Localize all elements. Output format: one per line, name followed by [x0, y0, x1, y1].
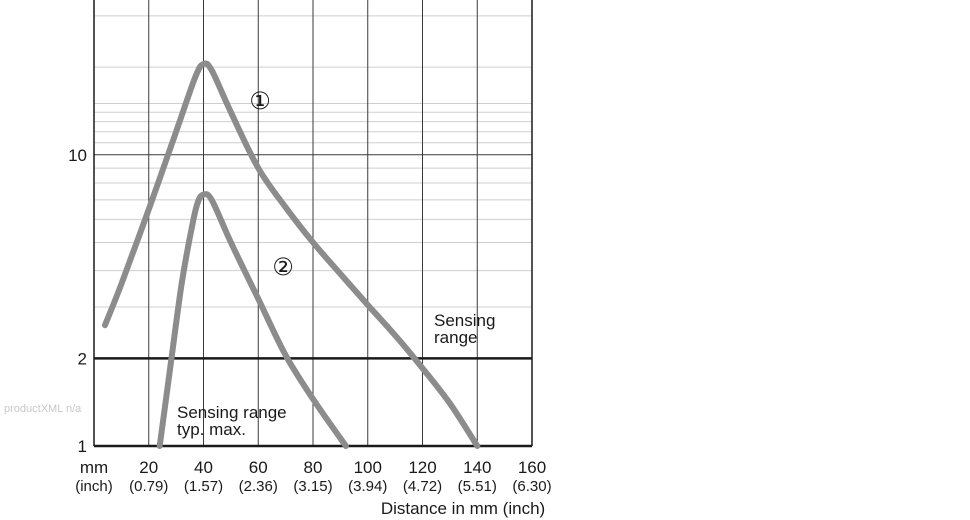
x-tick-sub-label: (2.36) [239, 478, 278, 495]
series-group: ①② [102, 60, 481, 449]
x-tick-label: 20 [139, 458, 158, 477]
x-tick-label: 100 [354, 458, 382, 477]
threshold-label-line2: range [434, 328, 477, 347]
plot-frame [93, 0, 533, 448]
x-tick-label: 120 [408, 458, 436, 477]
series-marker-2: ② [272, 254, 294, 281]
x-tick-label: 60 [249, 458, 268, 477]
x-tick-sub-label: (1.57) [184, 478, 223, 495]
y-tick-label: 2 [78, 349, 87, 368]
x-tick-label: 40 [194, 458, 213, 477]
x-tick-label: 80 [304, 458, 323, 477]
y-tick-labels: 1 2 10 [68, 146, 87, 456]
series-line-2 [156, 191, 349, 449]
x-tick-label: mm [80, 458, 108, 477]
series-line-1 [102, 60, 481, 449]
x-tick-label: 140 [463, 458, 491, 477]
y-tick-label: 1 [78, 437, 87, 456]
x-tick-sub-label: (3.94) [348, 478, 387, 495]
series-marker-1: ① [249, 88, 271, 115]
watermark-text: productXML n/a [4, 403, 82, 415]
x-tick-sub-label: (5.51) [458, 478, 497, 495]
x-tick-sub-label: (6.30) [512, 478, 551, 495]
x-tick-label: 160 [518, 458, 546, 477]
threshold-label-line1: Sensing [434, 311, 495, 330]
annotation-line2: typ. max. [177, 420, 246, 439]
series-marker-label-1: ① [249, 88, 271, 115]
x-tick-sub-label: (0.79) [129, 478, 168, 495]
x-tick-sub-label: (inch) [75, 478, 113, 495]
x-tick-labels: mm(inch) 20(0.79) 40(1.57) 60(2.36) 80(3.15)… [75, 458, 551, 495]
series-marker-label-2: ② [272, 254, 294, 281]
x-axis-label: Distance in mm (inch) [381, 499, 545, 518]
y-tick-label: 10 [68, 146, 87, 165]
x-tick-sub-label: (3.15) [293, 478, 332, 495]
annotation-line1: Sensing range [177, 403, 287, 422]
x-tick-sub-label: (4.72) [403, 478, 442, 495]
